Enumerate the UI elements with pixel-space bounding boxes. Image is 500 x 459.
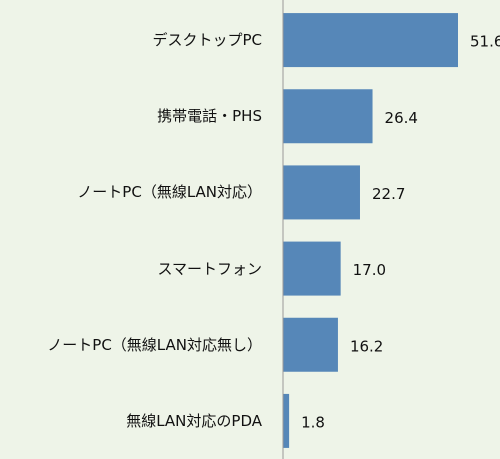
category-label: 無線LAN対応のPDA — [12, 391, 262, 451]
bar — [283, 317, 338, 372]
category-text: 無線LAN対応のPDA — [126, 411, 262, 430]
category-text: スマートフォン — [157, 259, 262, 278]
value-label: 22.7 — [372, 185, 405, 203]
category-text: ノートPC（無線LAN対応） — [77, 183, 262, 202]
value-label: 17.0 — [353, 261, 386, 279]
value-label: 51.6 — [470, 33, 500, 51]
category-label: スマートフォン — [12, 239, 262, 299]
bar — [283, 165, 360, 220]
bar — [283, 89, 373, 144]
value-label: 26.4 — [385, 109, 418, 127]
bar — [283, 393, 290, 448]
category-label: ノートPC（無線LAN対応無し） — [12, 315, 262, 375]
bar — [283, 13, 458, 68]
value-label: 1.8 — [301, 413, 325, 431]
category-text: 携帯電話・PHS — [157, 107, 262, 126]
category-text: ノートPC（無線LAN対応無し） — [47, 335, 262, 354]
bar — [283, 241, 341, 296]
category-label: ノートPC（無線LAN対応） — [12, 162, 262, 222]
value-label: 16.2 — [350, 337, 383, 355]
category-label: 携帯電話・PHS — [12, 86, 262, 146]
category-label: デスクトップPC — [12, 10, 262, 70]
category-text: デスクトップPC — [152, 31, 262, 50]
